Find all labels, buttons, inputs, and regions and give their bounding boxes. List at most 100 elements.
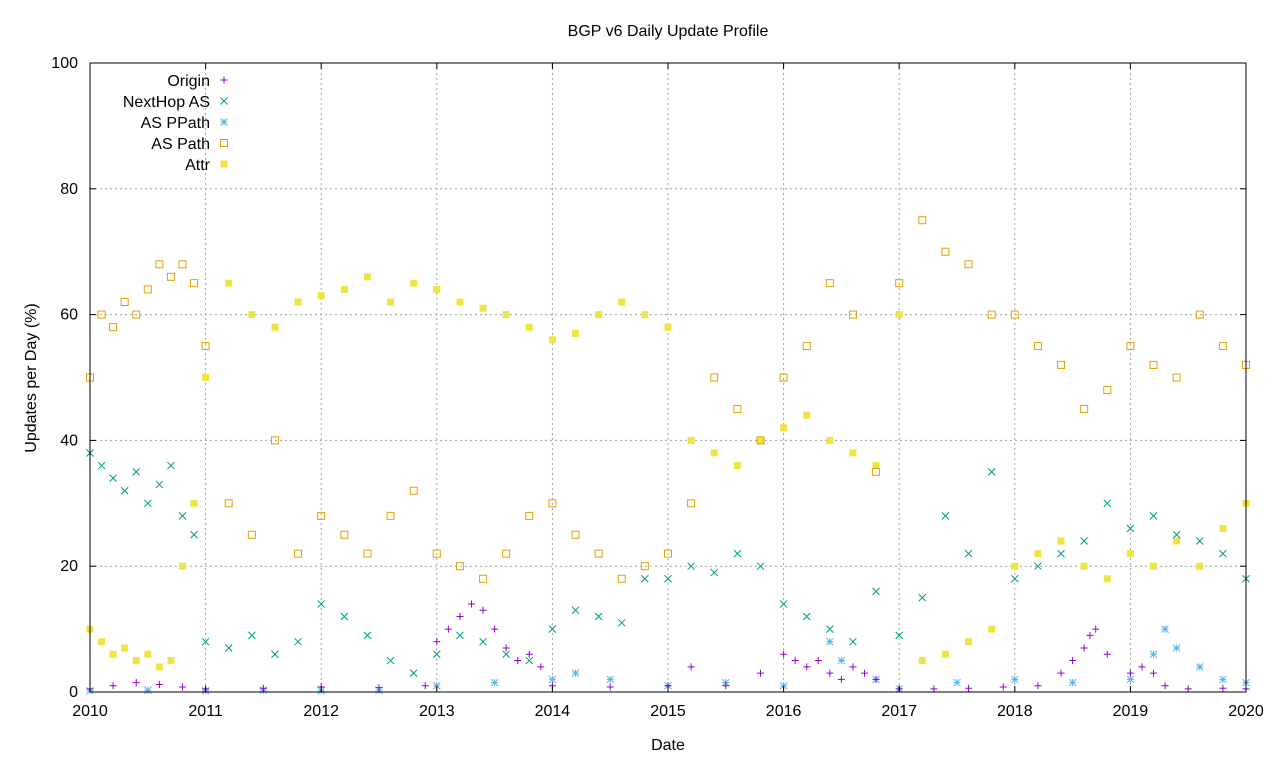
data-point — [1010, 675, 1019, 684]
data-point — [433, 638, 441, 646]
data-point — [779, 373, 788, 382]
data-point — [918, 216, 927, 225]
data-point — [987, 310, 996, 319]
data-point — [375, 684, 383, 692]
data-point — [964, 549, 973, 558]
data-point — [687, 562, 695, 571]
data-point — [525, 650, 533, 658]
legend-label: NextHop AS — [123, 94, 210, 111]
data-point — [756, 562, 765, 571]
data-point — [201, 637, 210, 646]
data-point — [837, 675, 845, 683]
data-point — [247, 530, 256, 539]
data-point — [618, 298, 626, 306]
x-tick-label: 2020 — [1228, 703, 1264, 720]
data-point — [1149, 650, 1158, 659]
data-point — [410, 279, 418, 287]
data-point — [525, 511, 534, 520]
data-point — [479, 304, 487, 312]
data-point — [433, 285, 441, 293]
data-point — [849, 449, 857, 457]
data-point — [572, 329, 580, 337]
data-point — [1196, 562, 1204, 570]
data-point — [294, 637, 302, 646]
data-point — [1195, 662, 1204, 671]
x-tick-label: 2017 — [881, 703, 917, 720]
data-point — [687, 436, 695, 444]
data-point — [525, 656, 534, 665]
data-point — [467, 600, 475, 608]
data-point — [502, 644, 510, 652]
data-point — [1103, 650, 1111, 658]
data-point — [918, 593, 927, 602]
data-point — [155, 663, 163, 671]
grid — [90, 63, 1246, 692]
data-point — [1219, 684, 1227, 692]
data-point — [687, 499, 696, 508]
x-tick-label: 2012 — [303, 703, 339, 720]
data-point — [641, 574, 649, 583]
data-point — [548, 336, 556, 344]
data-point — [167, 657, 175, 665]
data-point — [479, 574, 488, 583]
data-point — [710, 373, 719, 382]
data-point — [1080, 644, 1088, 652]
y-tick-label: 0 — [69, 684, 78, 701]
data-point — [826, 669, 834, 677]
data-point — [594, 549, 603, 558]
data-point — [455, 562, 464, 571]
data-point — [861, 669, 869, 677]
data-point — [502, 311, 510, 319]
data-point — [537, 663, 545, 671]
data-point — [340, 530, 349, 539]
data-point — [849, 637, 857, 646]
data-point — [1010, 574, 1019, 583]
data-point — [456, 298, 464, 306]
data-point — [1069, 657, 1077, 665]
data-point — [1150, 562, 1158, 570]
data-point — [1172, 373, 1181, 382]
data-point — [456, 631, 464, 640]
data-point — [1219, 675, 1227, 684]
data-point — [98, 638, 106, 646]
legend-label: Attr — [185, 157, 211, 174]
data-point — [849, 663, 857, 671]
data-point — [514, 657, 522, 665]
x-axis-label: Date — [651, 737, 685, 754]
legend-marker — [220, 76, 228, 84]
data-point — [1086, 631, 1094, 639]
data-point — [802, 342, 811, 351]
data-point — [548, 499, 557, 508]
data-point — [1103, 499, 1112, 508]
legend: Origin NextHop AS AS PPath AS Path Attr — [123, 73, 228, 174]
data-point — [432, 549, 441, 558]
data-point — [825, 279, 834, 288]
data-point — [1126, 550, 1134, 558]
data-point — [363, 273, 371, 281]
data-point — [1149, 360, 1158, 369]
data-point — [1057, 669, 1065, 677]
data-point — [340, 285, 348, 293]
data-point — [571, 606, 580, 615]
y-tick-label: 60 — [60, 307, 78, 324]
x-tick-label: 2010 — [72, 703, 108, 720]
data-point — [617, 618, 626, 627]
y-tick-label: 40 — [60, 432, 78, 449]
data-point — [895, 311, 903, 319]
data-point — [756, 669, 764, 677]
data-point — [270, 436, 279, 445]
data-point — [733, 462, 741, 470]
legend-marker — [220, 139, 228, 147]
data-point — [120, 486, 129, 495]
data-point — [1138, 663, 1146, 671]
data-point — [317, 600, 326, 608]
chart-title: BGP v6 Daily Update Profile — [568, 23, 769, 40]
data-point — [109, 682, 117, 690]
data-point — [178, 260, 187, 269]
data-point — [490, 678, 499, 687]
x-tick-label: 2014 — [535, 703, 571, 720]
data-point — [895, 279, 904, 288]
data-point — [930, 685, 938, 693]
data-point — [1172, 530, 1181, 539]
